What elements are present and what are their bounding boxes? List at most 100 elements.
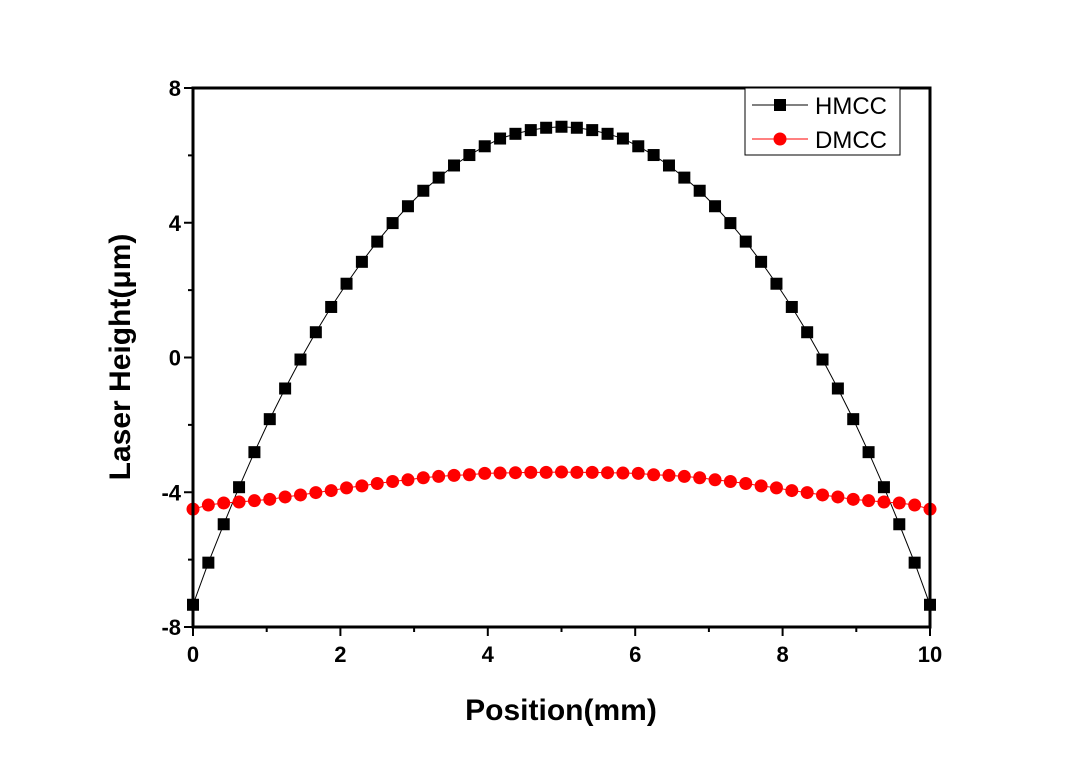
data-point (693, 471, 707, 485)
data-point (754, 479, 768, 493)
data-point (739, 476, 753, 490)
data-point (539, 465, 553, 479)
data-point (540, 121, 553, 134)
data-point (831, 382, 844, 395)
data-point (355, 479, 369, 493)
data-point (493, 466, 507, 480)
data-point (555, 465, 568, 479)
data-point (585, 465, 599, 479)
data-point (693, 184, 706, 197)
data-point (355, 255, 368, 268)
data-point (739, 235, 752, 248)
y-tick-label: 8 (169, 76, 181, 101)
legend-marker-hmcc (774, 99, 786, 111)
data-point (386, 474, 400, 488)
data-point (678, 171, 691, 184)
data-point (201, 498, 215, 512)
data-point (677, 469, 691, 483)
data-point (616, 132, 629, 145)
y-tick-label: -4 (161, 480, 181, 505)
data-point (801, 326, 814, 339)
series-dmcc (186, 465, 937, 516)
data-point (769, 481, 783, 495)
data-point (508, 466, 522, 480)
x-tick-label: 8 (776, 642, 788, 667)
data-point (309, 486, 323, 500)
data-point (877, 495, 891, 509)
data-point (494, 132, 507, 145)
data-point (723, 474, 737, 488)
data-point (524, 124, 537, 137)
data-point (294, 353, 307, 366)
data-point (509, 127, 522, 140)
data-point (632, 140, 645, 153)
data-point (202, 556, 215, 569)
data-point (340, 481, 354, 495)
axis-ticks: 0 2 4 6 8 10 8 4 0 -4 -8 (161, 76, 942, 667)
x-tick-label: 0 (187, 642, 199, 667)
legend-label-hmcc: HMCC (815, 93, 887, 120)
data-point (908, 498, 922, 512)
data-point (616, 466, 630, 480)
data-point (570, 465, 584, 479)
data-point (755, 255, 768, 268)
data-point (293, 488, 307, 502)
data-point (447, 468, 461, 482)
data-point (770, 277, 783, 290)
data-point (463, 149, 476, 162)
data-point (233, 481, 246, 494)
data-point (448, 159, 461, 172)
data-point (401, 473, 415, 487)
data-point (631, 466, 645, 480)
data-point (892, 496, 906, 510)
data-point (785, 484, 799, 498)
y-axis-label: Laser Height(μm) (104, 234, 137, 481)
data-point (647, 468, 661, 482)
legend-label-dmcc: DMCC (815, 127, 887, 154)
data-point (263, 492, 277, 506)
x-axis-label: Position(mm) (465, 694, 657, 727)
data-point (340, 277, 353, 290)
data-point (324, 484, 338, 498)
data-point (371, 235, 384, 248)
data-point (662, 468, 676, 482)
data-point (601, 127, 614, 140)
data-point (478, 466, 492, 480)
legend-box (744, 87, 901, 156)
y-tick-label: -8 (161, 615, 181, 640)
data-point (401, 200, 414, 213)
data-point (570, 121, 583, 134)
x-tick-label: 6 (629, 642, 641, 667)
data-point (908, 556, 921, 569)
data-point (432, 171, 445, 184)
data-point (647, 149, 660, 162)
x-tick-label: 2 (334, 642, 346, 667)
data-point (831, 490, 845, 504)
data-point (816, 488, 830, 502)
data-point (248, 446, 261, 459)
data-point (417, 184, 430, 197)
data-point (709, 200, 722, 213)
data-point (555, 120, 568, 133)
data-point (278, 490, 292, 504)
data-point (800, 486, 814, 500)
data-point (785, 300, 798, 313)
data-point (462, 468, 476, 482)
data-point (708, 473, 722, 487)
data-point (847, 413, 860, 426)
data-point (724, 217, 737, 230)
data-point (416, 471, 430, 485)
data-point (232, 495, 246, 509)
data-point (893, 518, 906, 531)
data-point (386, 217, 399, 230)
y-tick-label: 4 (169, 211, 182, 236)
legend: HMCC DMCC (744, 87, 901, 156)
data-point (309, 326, 322, 339)
data-point (862, 494, 876, 508)
data-point (263, 413, 276, 426)
y-tick-label: 0 (169, 346, 181, 371)
x-tick-label: 10 (918, 642, 942, 667)
data-point (586, 124, 599, 137)
series-line (192, 126, 931, 605)
